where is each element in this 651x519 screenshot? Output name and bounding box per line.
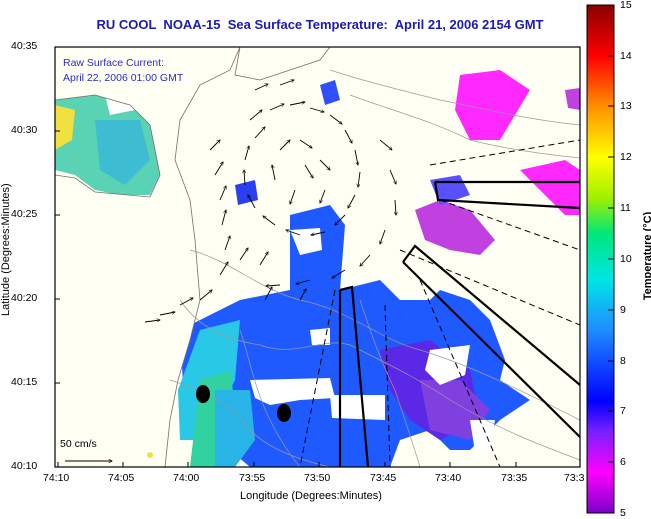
colorbar-tick: 11 [620, 202, 631, 214]
colorbar-tick: 6 [620, 456, 626, 468]
colorbar-tick: 14 [620, 50, 632, 62]
colorbar-tick: 5 [620, 507, 626, 519]
bathymetry-contours [169, 69, 580, 467]
x-tick: 73:40 [435, 472, 462, 484]
plot-frame [54, 46, 581, 468]
y-tick: 40:30 [11, 124, 38, 136]
colorbar-tick: 15 [620, 0, 632, 11]
colorbar-label: Temperature (°C) [642, 211, 651, 301]
y-tick: 40:15 [11, 376, 38, 388]
x-tick: 74:05 [108, 472, 135, 484]
sst-patch-magenta [455, 70, 530, 140]
x-tick: 74:00 [173, 472, 200, 484]
y-tick: 40:10 [11, 460, 38, 472]
y-tick: 40:25 [11, 208, 38, 220]
scale-label: 50 cm/s [60, 438, 97, 450]
radar-sectors [299, 139, 580, 467]
x-tick: 74:10 [43, 472, 70, 484]
map-title: RU COOL NOAA-15 Sea Surface Temperature:… [96, 17, 544, 32]
x-tick: 73:45 [370, 472, 397, 484]
x-tick: 73:3 [564, 472, 585, 484]
colorbar-tick: 13 [620, 100, 632, 112]
x-tick: 73:35 [501, 472, 528, 484]
sst-patch-warm [55, 105, 75, 150]
colorbar-tick: 12 [620, 151, 632, 163]
land-long-island [234, 47, 331, 81]
colorbar-tick: 10 [620, 253, 632, 265]
current-label: Raw Surface Current: [63, 57, 164, 69]
colorbar-tick: 9 [620, 304, 626, 316]
y-tick: 40:35 [11, 40, 38, 52]
sampling-boxes [338, 180, 580, 467]
y-tick: 40:20 [11, 292, 38, 304]
mooring-marker-1 [196, 385, 210, 403]
mooring-marker-2 [277, 404, 291, 422]
x-tick: 73:55 [239, 472, 266, 484]
colorbar-tick: 7 [620, 405, 626, 417]
current-timestamp: April 22, 2006 01:00 GMT [63, 72, 184, 84]
x-tick: 73:50 [304, 472, 331, 484]
x-axis-label: Longitude (Degrees:Minutes) [240, 490, 382, 502]
colorbar-tick: 8 [620, 355, 626, 367]
current-vectors [144, 80, 396, 323]
land-new-jersey [55, 47, 241, 467]
